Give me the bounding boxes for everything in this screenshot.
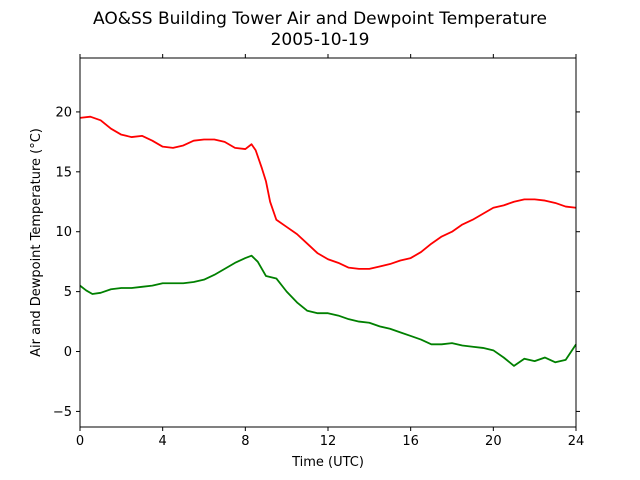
x-axis-label: Time (UTC) <box>291 455 364 470</box>
y-tick-label-2: 5 <box>64 285 72 300</box>
x-tick-label-0: 0 <box>76 434 84 449</box>
y-tick-label-1: 0 <box>64 345 72 360</box>
y-tick-label-3: 10 <box>55 225 72 240</box>
plot-frame <box>79 57 577 428</box>
series-layer <box>79 115 577 367</box>
chart-title: AO&SS Building Tower Air and Dewpoint Te… <box>93 9 547 29</box>
ticks-layer: 0 4 8 12 16 20 24 −5 0 5 10 15 20 <box>53 54 584 449</box>
y-tick-label-5: 20 <box>55 105 72 120</box>
x-tick-label-1: 4 <box>159 434 167 449</box>
series-line-0 <box>79 115 577 270</box>
chart-subtitle: 2005-10-19 <box>271 30 370 50</box>
x-tick-label-3: 12 <box>320 434 337 449</box>
y-tick-label-0: −5 <box>53 405 72 420</box>
y-axis-label: Air and Dewpoint Temperature (°C) <box>29 128 44 357</box>
series-line-1 <box>79 254 577 367</box>
y-tick-label-4: 15 <box>55 165 72 180</box>
x-tick-label-5: 20 <box>485 434 502 449</box>
x-tick-label-2: 8 <box>241 434 249 449</box>
x-tick-label-4: 16 <box>402 434 419 449</box>
x-tick-label-6: 24 <box>568 434 585 449</box>
